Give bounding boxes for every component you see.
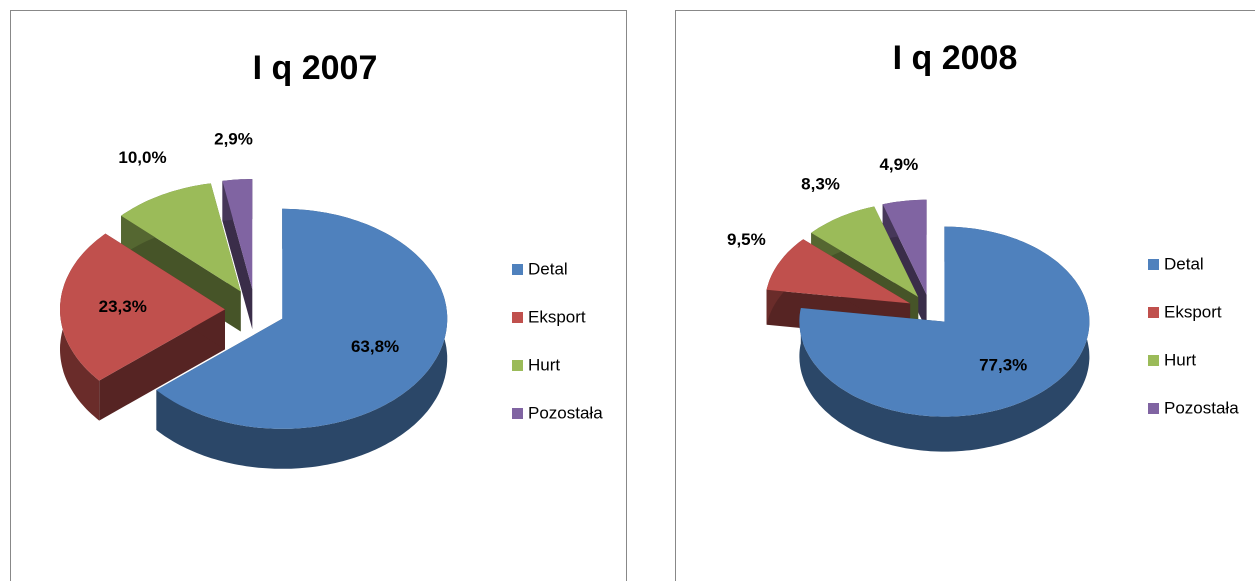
legend-swatch: [1148, 403, 1159, 414]
legend-label: Detal: [1164, 254, 1204, 273]
legend-label: Pozostała: [1164, 398, 1239, 417]
data-label: 4,9%: [879, 155, 918, 174]
data-label: 23,3%: [99, 297, 147, 316]
legend-label: Eksport: [1164, 302, 1222, 321]
legend-swatch: [512, 312, 523, 323]
legend-swatch: [512, 264, 523, 275]
data-label: 63,8%: [351, 337, 399, 356]
legend-swatch: [1148, 355, 1159, 366]
data-label: 9,5%: [727, 230, 766, 249]
legend-label: Hurt: [1164, 350, 1196, 369]
chart-title: I q 2008: [893, 39, 1018, 77]
data-label: 77,3%: [979, 356, 1027, 375]
legend-swatch: [1148, 307, 1159, 318]
chart-title: I q 2007: [253, 49, 378, 87]
legend-swatch: [512, 408, 523, 419]
data-label: 2,9%: [214, 130, 253, 149]
data-label: 10,0%: [118, 148, 166, 167]
legend-label: Hurt: [528, 355, 560, 374]
legend-label: Detal: [528, 259, 568, 278]
legend-label: Eksport: [528, 307, 586, 326]
legend-label: Pozostała: [528, 403, 603, 422]
legend-swatch: [512, 360, 523, 371]
data-label: 8,3%: [801, 174, 840, 193]
legend-swatch: [1148, 259, 1159, 270]
